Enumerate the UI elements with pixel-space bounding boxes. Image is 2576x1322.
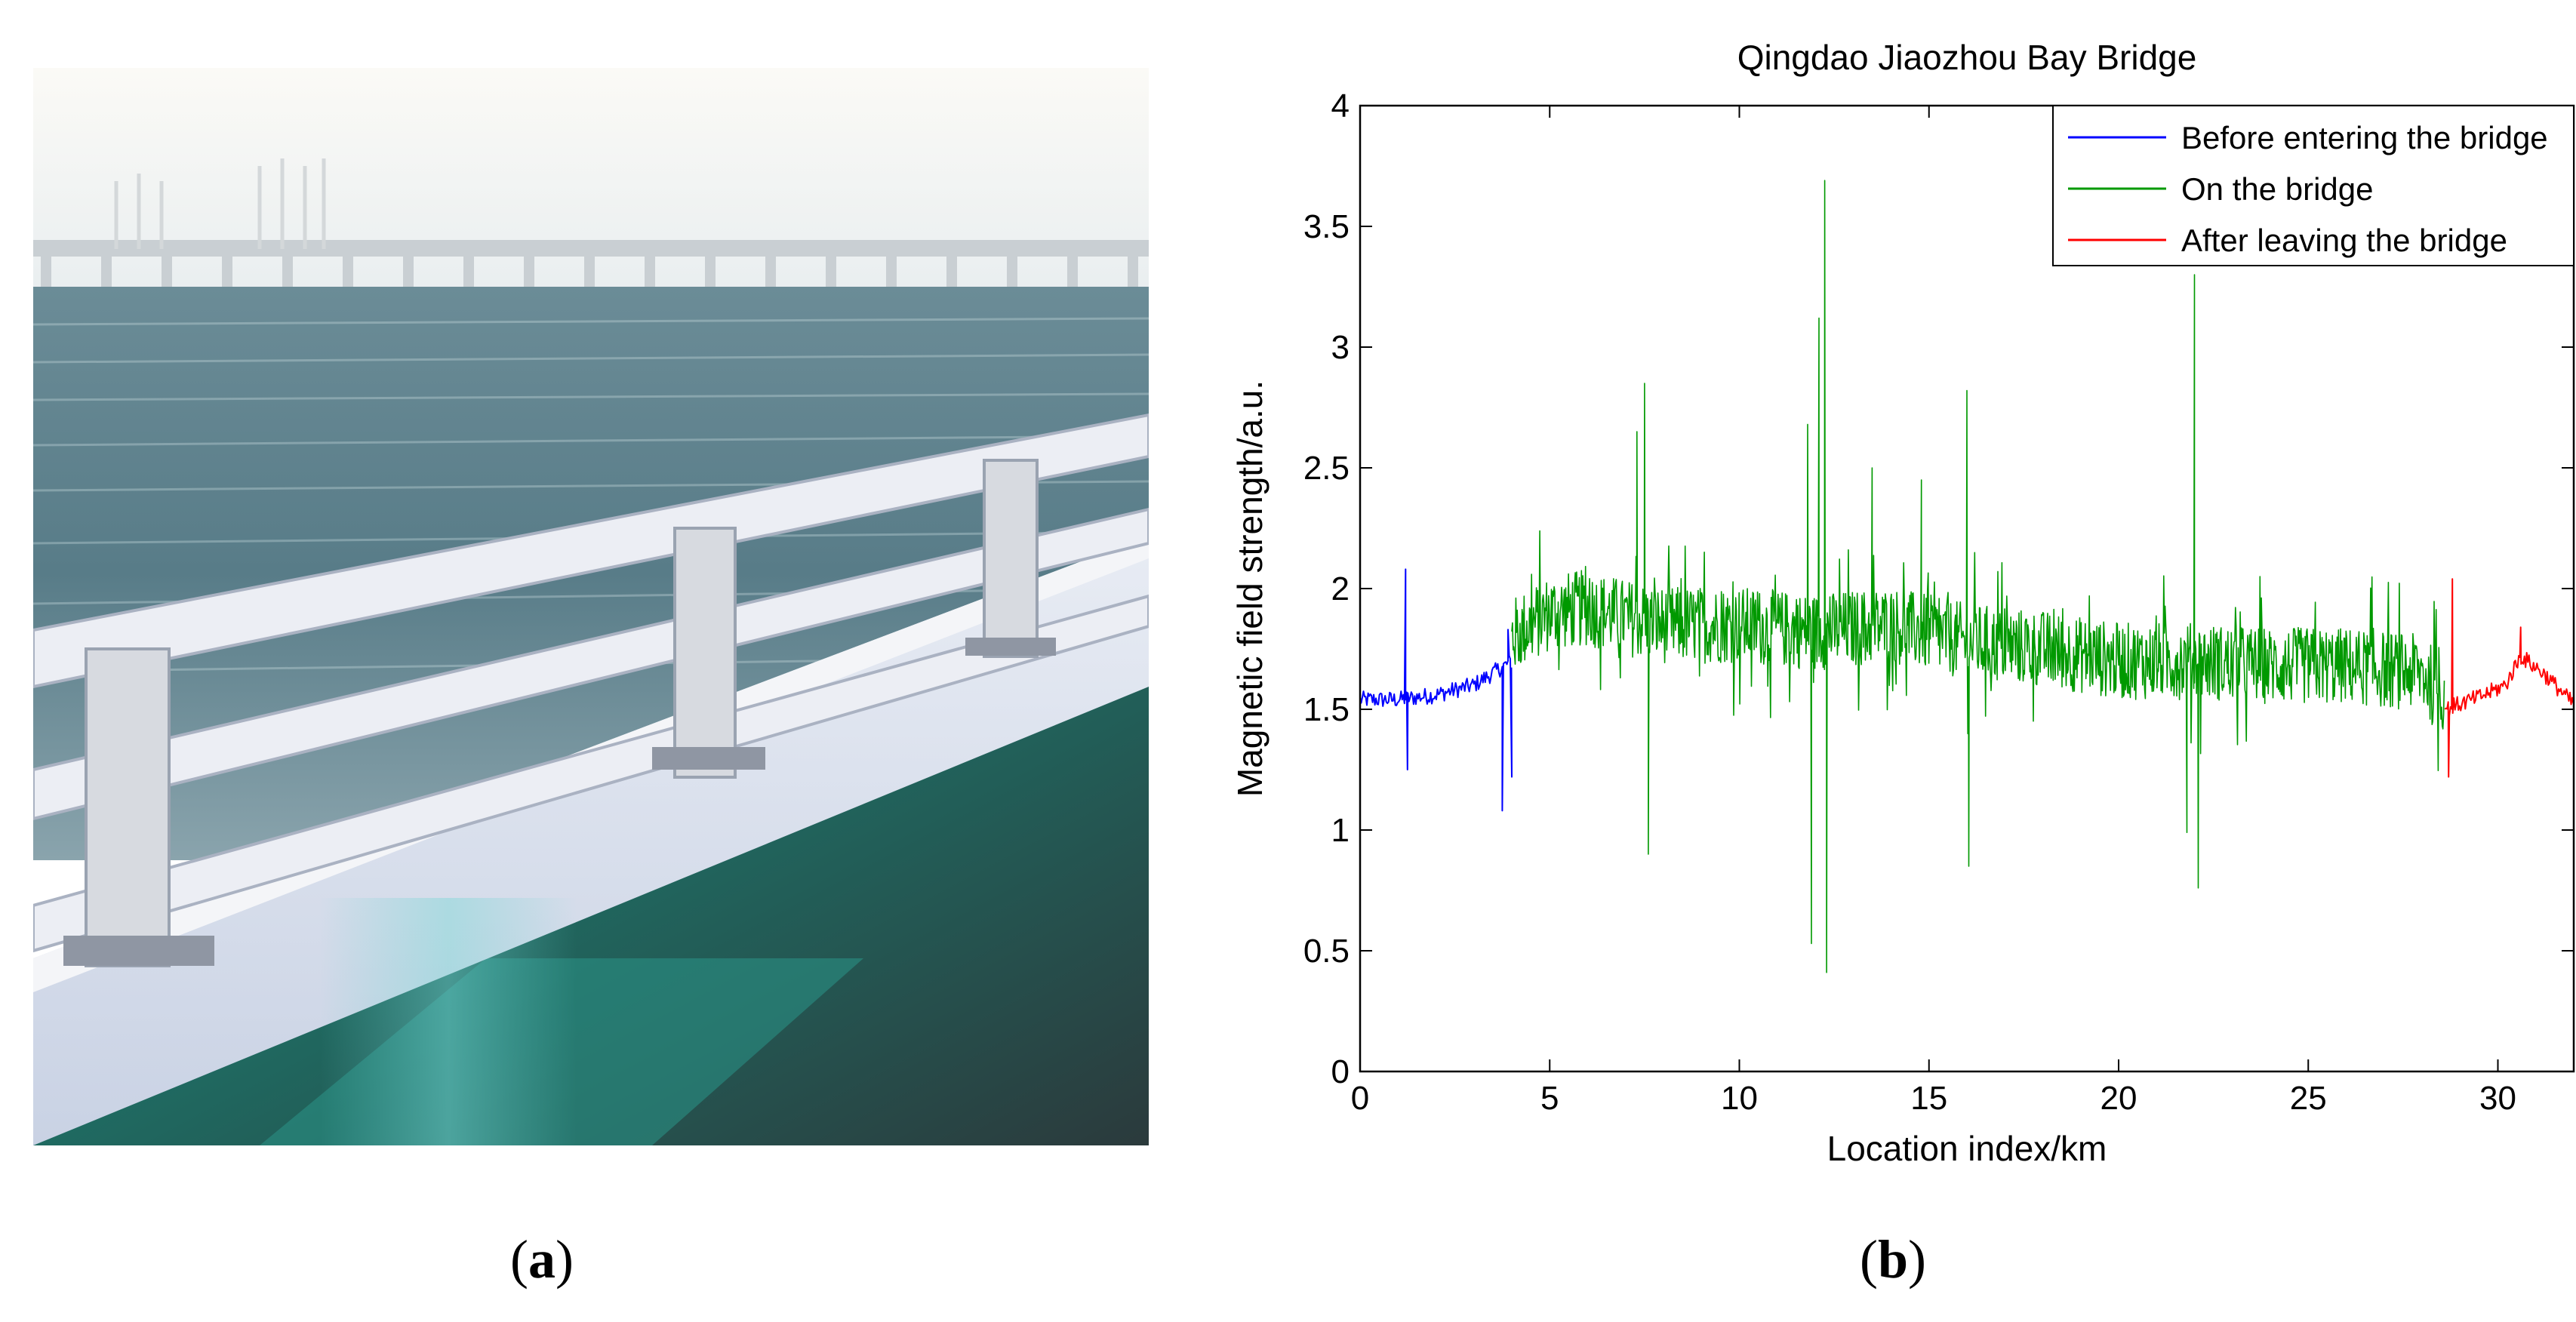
x-tick-label: 20 <box>2101 1080 2137 1117</box>
x-tick-label: 30 <box>2479 1080 2516 1117</box>
y-tick-label: 3.5 <box>1303 208 1350 245</box>
y-tick-label: 2.5 <box>1303 450 1350 487</box>
y-tick-label: 1.5 <box>1303 691 1350 728</box>
bridge-railing-photo-icon <box>33 68 1149 1145</box>
chart-title: Qingdao Jiaozhou Bay Bridge <box>1737 38 2197 77</box>
chart-legend: Before entering the bridge On the bridge A… <box>2052 105 2574 266</box>
magnetic-field-chart: 0 5 10 15 20 25 30 0 0.5 1 1.5 2 2.5 3 3.5 4 Qingdao Ji… <box>1177 0 2576 1207</box>
x-tick-label: 10 <box>1721 1080 1758 1117</box>
series-line-on <box>1511 180 2445 973</box>
y-tick-label: 3 <box>1331 329 1350 366</box>
y-tick-label: 4 <box>1331 88 1350 125</box>
x-tick-label: 25 <box>2290 1080 2327 1117</box>
legend-label: On the bridge <box>2181 171 2374 207</box>
y-tick-label: 0 <box>1331 1053 1350 1090</box>
series-line-before <box>1360 568 1513 812</box>
legend-label: Before entering the bridge <box>2181 120 2548 155</box>
bridge-photo <box>33 68 1149 1145</box>
y-axis-label: Magnetic field strength/a.u. <box>1230 380 1270 797</box>
x-tick-label: 5 <box>1540 1080 1559 1117</box>
x-axis-label: Location index/km <box>1827 1129 2107 1168</box>
x-tick-label: 15 <box>1910 1080 1947 1117</box>
chart-svg: 0 5 10 15 20 25 30 0 0.5 1 1.5 2 2.5 3 3.5 4 Qingdao Ji… <box>1230 38 2575 1168</box>
legend-label: After leaving the bridge <box>2181 223 2507 258</box>
y-tick-label: 0.5 <box>1303 933 1350 970</box>
panel-label-a: (a) <box>510 1229 574 1290</box>
panel-label-b: (b) <box>1860 1229 1927 1290</box>
series-line-after <box>2444 578 2574 778</box>
x-tick-label: 0 <box>1351 1080 1369 1117</box>
y-tick-label: 1 <box>1331 812 1350 849</box>
y-tick-label: 2 <box>1331 570 1350 607</box>
